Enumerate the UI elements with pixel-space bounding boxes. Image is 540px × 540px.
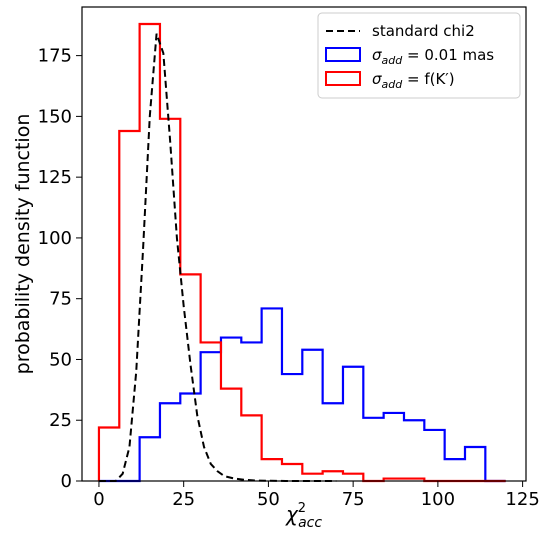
x-tick-label: 50	[257, 489, 280, 510]
y-tick-label: 25	[49, 410, 72, 431]
y-axis-label: probability density function	[12, 114, 34, 375]
legend-swatch-1	[325, 71, 361, 86]
y-tick-label: 50	[49, 349, 72, 370]
legend-label: σadd = 0.01 mas	[372, 46, 494, 67]
x-tick-label: 25	[172, 489, 195, 510]
legend-label-subscript: add	[382, 54, 404, 67]
y-tick-label: 0	[61, 471, 72, 492]
y-tick-label: 175	[38, 46, 72, 67]
y-tick-label: 75	[49, 289, 72, 310]
legend-swatch-0	[325, 47, 361, 62]
x-axis-label-main: χ	[285, 502, 299, 526]
legend-label-rest: = f(K′)	[402, 70, 454, 88]
legend-label-symbol: σ	[372, 46, 382, 64]
histogram-series-1	[97, 22, 506, 483]
legend-label-symbol: σ	[372, 70, 382, 88]
standard-chi2-curve	[98, 33, 337, 482]
x-axis-label-sub: acc	[298, 515, 322, 531]
legend-label-rest: = 0.01 mas	[402, 46, 494, 64]
legend-label-subscript: add	[382, 78, 404, 91]
y-tick-label: 100	[38, 228, 72, 249]
y-tick-label: 150	[38, 106, 72, 127]
legend-label: σadd = f(K′)	[372, 70, 455, 91]
x-tick-label: 125	[505, 489, 539, 510]
plot-frame	[81, 6, 527, 482]
x-axis-label: χ2 acc	[285, 501, 322, 531]
legend-label: standard chi2	[372, 22, 475, 40]
x-axis-label-sup: 2	[298, 501, 306, 516]
legend-box	[317, 12, 521, 99]
y-tick-label: 125	[38, 167, 72, 188]
x-tick-label: 100	[421, 489, 455, 510]
x-tick-label: 0	[93, 489, 104, 510]
histogram-series-0	[98, 307, 506, 483]
x-axis-ticks: 0 25 50 75 100 125	[93, 481, 540, 510]
y-axis-ticks: 0 25 50 75 100 125 150 175	[38, 46, 82, 492]
x-tick-label: 75	[342, 489, 365, 510]
